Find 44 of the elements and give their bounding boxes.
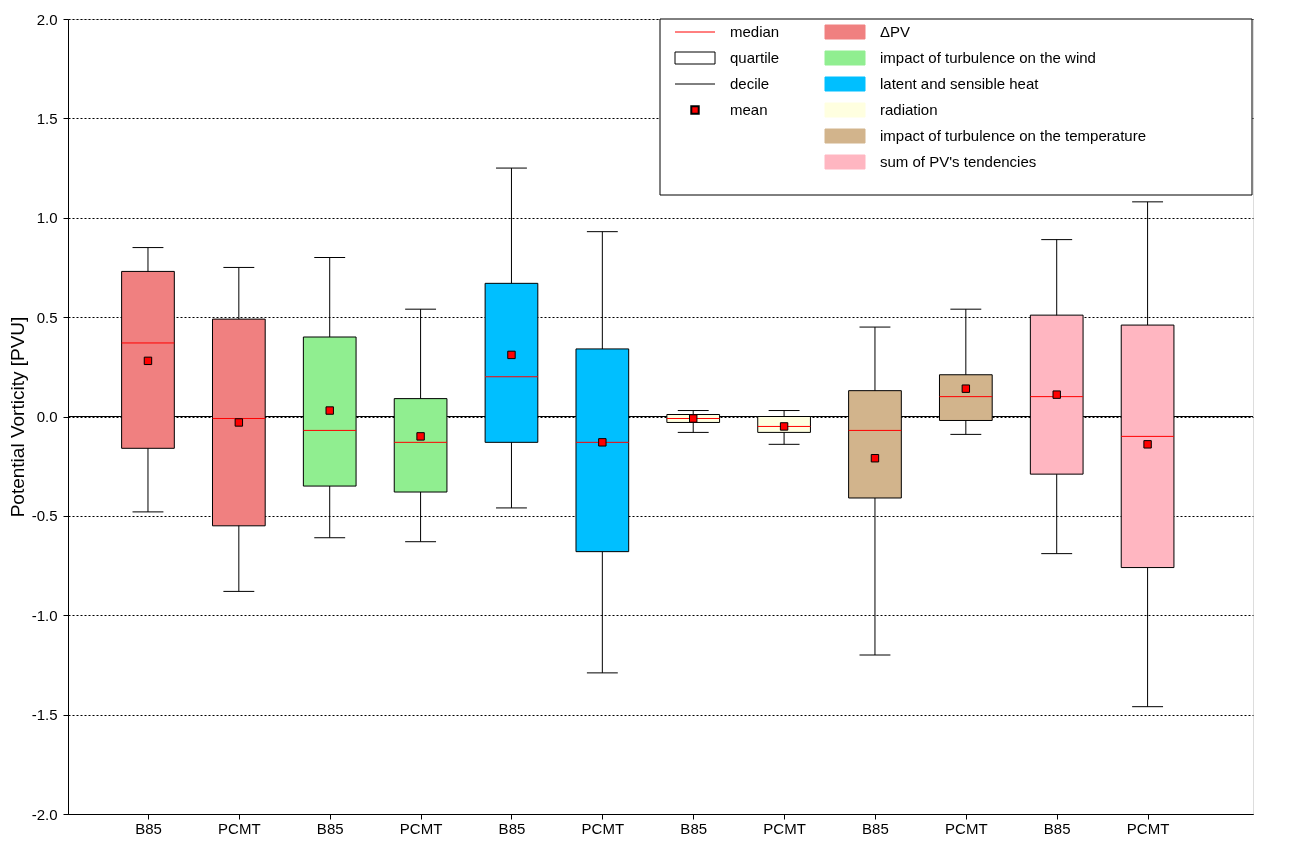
x-tick-label: B85 bbox=[1043, 819, 1071, 837]
y-tick-label: -2.0 bbox=[31, 805, 58, 823]
x-tick-label: PCMT bbox=[763, 819, 806, 837]
y-tick-label: -1.5 bbox=[31, 706, 58, 724]
point bbox=[779, 422, 789, 431]
x-tick-label: PCMT bbox=[581, 819, 625, 837]
point bbox=[598, 438, 607, 447]
x-tick-label: B85 bbox=[680, 819, 708, 837]
annotation: median bbox=[730, 23, 780, 40]
point bbox=[416, 432, 425, 441]
y-tick-label: 1.0 bbox=[36, 209, 58, 227]
annotation: decile bbox=[730, 75, 770, 92]
y-tick-label: 2.0 bbox=[36, 10, 58, 28]
point bbox=[689, 414, 698, 423]
y-tick-label: -1.0 bbox=[31, 606, 58, 624]
legend-label: impact of turbulence on the wind bbox=[880, 49, 1096, 66]
x-tick-label: PCMT bbox=[218, 819, 261, 837]
legend-label: radiation bbox=[880, 101, 938, 118]
point bbox=[1143, 440, 1152, 449]
y-tick-label: 1.5 bbox=[36, 109, 58, 127]
annotation: quartile bbox=[730, 49, 780, 66]
y-tick-label: -0.5 bbox=[31, 507, 58, 525]
y-tick-label: 0.5 bbox=[36, 308, 58, 326]
y-tick-label: 0.0 bbox=[36, 408, 58, 425]
point bbox=[961, 384, 971, 393]
legend-label: sum of PV's tendencies bbox=[880, 153, 1037, 170]
legend-label: mean bbox=[730, 101, 768, 118]
legend-label: latent and sensible heat bbox=[880, 75, 1040, 92]
x-tick-label: PCMT bbox=[1126, 819, 1170, 837]
legend-label: ΔPV bbox=[880, 23, 911, 40]
point bbox=[143, 356, 153, 366]
legend-label: impact of turbulence on the temperature bbox=[880, 127, 1146, 144]
x-tick-label: PCMT bbox=[399, 819, 443, 837]
point bbox=[1052, 390, 1061, 399]
y-axis-title: Potential Vorticity [PVU] bbox=[6, 316, 28, 518]
point bbox=[325, 406, 334, 415]
point bbox=[870, 454, 880, 463]
point bbox=[234, 418, 244, 427]
x-tick-label: PCMT bbox=[945, 819, 988, 837]
point bbox=[507, 350, 516, 360]
x-tick-label: B85 bbox=[316, 819, 344, 837]
x-tick-label: B85 bbox=[135, 819, 162, 837]
x-tick-label: B85 bbox=[498, 819, 526, 837]
x-tick-label: B85 bbox=[862, 819, 889, 837]
